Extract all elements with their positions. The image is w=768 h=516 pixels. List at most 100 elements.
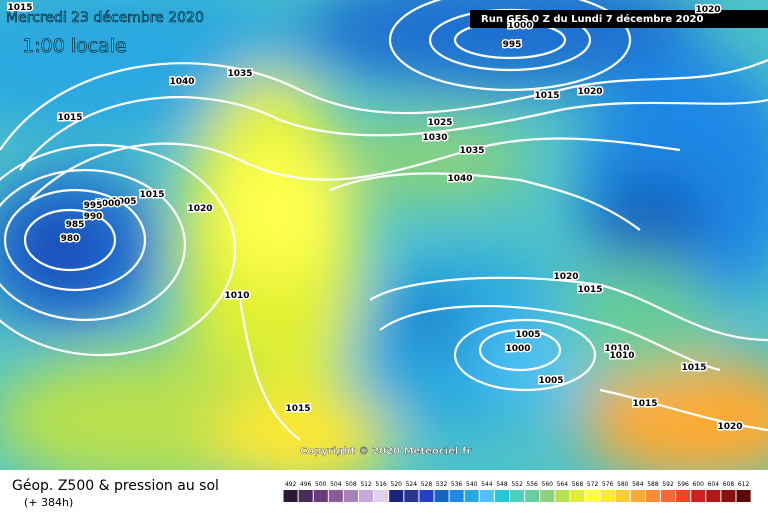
scale-label: 572 (587, 481, 599, 488)
scale-label: 492 (285, 481, 297, 488)
isobar-label: 1010 (609, 351, 634, 361)
isobar-label: 1010 (224, 291, 249, 301)
scale-swatch (510, 490, 525, 502)
isobar-label: 1015 (632, 399, 657, 409)
scale-label: 532 (436, 481, 448, 488)
scale-swatch (570, 490, 585, 502)
isobar-label: 1040 (447, 174, 472, 184)
scale-swatch (328, 490, 343, 502)
scale-swatch (615, 490, 630, 502)
date: Mercredi 23 décembre 2020 (6, 10, 204, 26)
scale-swatch (736, 490, 751, 502)
local-time: 1:00 locale (22, 35, 127, 57)
isobars (0, 0, 768, 441)
scale-swatch (645, 490, 660, 502)
isobar-label: 995 (503, 40, 522, 50)
run-info: Run GFS 0 Z du Lundi 7 décembre 2020 (481, 13, 703, 25)
isobar-label: 1015 (534, 91, 559, 101)
scale-label: 504 (330, 481, 342, 488)
scale-label: 604 (708, 481, 720, 488)
isobar-label: 1030 (422, 133, 447, 143)
isobar-label: 1015 (681, 363, 706, 373)
scale-label: 560 (542, 481, 554, 488)
isobar-label: 1015 (139, 190, 164, 200)
scale-label: 592 (662, 481, 674, 488)
isobar-label: 1020 (695, 5, 720, 15)
isobar-label: 1015 (7, 3, 32, 13)
isobar-label: 1015 (285, 404, 310, 414)
field (0, 0, 768, 470)
lead-time: (+ 384h) (24, 496, 73, 509)
scale-label: 524 (406, 481, 418, 488)
scale-swatch (283, 490, 298, 502)
isobar-label: 1020 (187, 204, 212, 214)
scale-label: 568 (572, 481, 584, 488)
scale-swatch (630, 490, 645, 502)
scale-swatch (374, 490, 389, 502)
scale-label: 528 (421, 481, 433, 488)
scale-label: 508 (345, 481, 357, 488)
color-scale: 492 496 500 504 508 512 516 520 524 528 532 536 540 5… (283, 481, 751, 502)
scale-label: 516 (375, 481, 387, 488)
isobar-label: 1010 (604, 344, 629, 354)
scale-label: 588 (647, 481, 659, 488)
scale-label: 500 (315, 481, 327, 488)
isobar-label: 1020 (577, 87, 602, 97)
isobar-label: 985 (66, 220, 85, 230)
isobar-label: 990 (84, 212, 103, 222)
scale-swatch (494, 490, 509, 502)
scale-label: 540 (466, 481, 478, 488)
isobar-label: 1040 (169, 77, 194, 87)
scale-swatch (298, 490, 313, 502)
isobar-label: 1000 (505, 344, 530, 354)
isobar-label: 1020 (553, 272, 578, 282)
isobar-label: 1035 (227, 69, 252, 79)
scale-swatch (404, 490, 419, 502)
scale-swatch (676, 490, 691, 502)
footer-title: Géop. Z500 & pression au sol (12, 478, 219, 494)
run-banner (470, 10, 768, 28)
copyright: Copyright © 2020 Meteociel.fr (300, 446, 471, 457)
scale-swatch (359, 490, 374, 502)
scale-swatch (540, 490, 555, 502)
scale-swatch (464, 490, 479, 502)
scale-swatch (389, 490, 404, 502)
scale-label: 576 (602, 481, 614, 488)
scale-label: 612 (738, 481, 750, 488)
isobar-label: 1035 (459, 146, 484, 156)
scale-label: 596 (677, 481, 689, 488)
scale-label: 584 (632, 481, 644, 488)
scale-label: 608 (723, 481, 735, 488)
scale-swatch (343, 490, 358, 502)
scale-swatch (449, 490, 464, 502)
scale-swatch (585, 490, 600, 502)
scale-swatch (479, 490, 494, 502)
isobar-label: 1000 (507, 21, 532, 31)
scale-swatch (661, 490, 676, 502)
scale-swatch (691, 490, 706, 502)
isobar-label: 1015 (577, 285, 602, 295)
scale-label: 520 (391, 481, 403, 488)
scale-label: 556 (526, 481, 538, 488)
isobar-label: 1005 (111, 197, 136, 207)
scale-swatch (313, 490, 328, 502)
isobar-label: 1005 (515, 330, 540, 340)
scale-label: 600 (693, 481, 705, 488)
scale-label: 536 (451, 481, 463, 488)
scale-label: 580 (617, 481, 629, 488)
isobar-label: 1005 (538, 376, 563, 386)
scale-label: 564 (557, 481, 569, 488)
scale-swatch (721, 490, 736, 502)
scale-label: 552 (511, 481, 523, 488)
isobar-label: 995 (84, 201, 103, 211)
scale-label: 496 (300, 481, 312, 488)
scale-label: 544 (481, 481, 493, 488)
scale-swatch (419, 490, 434, 502)
scale-swatch (525, 490, 540, 502)
isobar-label: 1025 (427, 118, 452, 128)
isobar-label: 1000 (95, 199, 120, 209)
isobar-label: 1015 (57, 113, 82, 123)
scale-label: 512 (360, 481, 372, 488)
